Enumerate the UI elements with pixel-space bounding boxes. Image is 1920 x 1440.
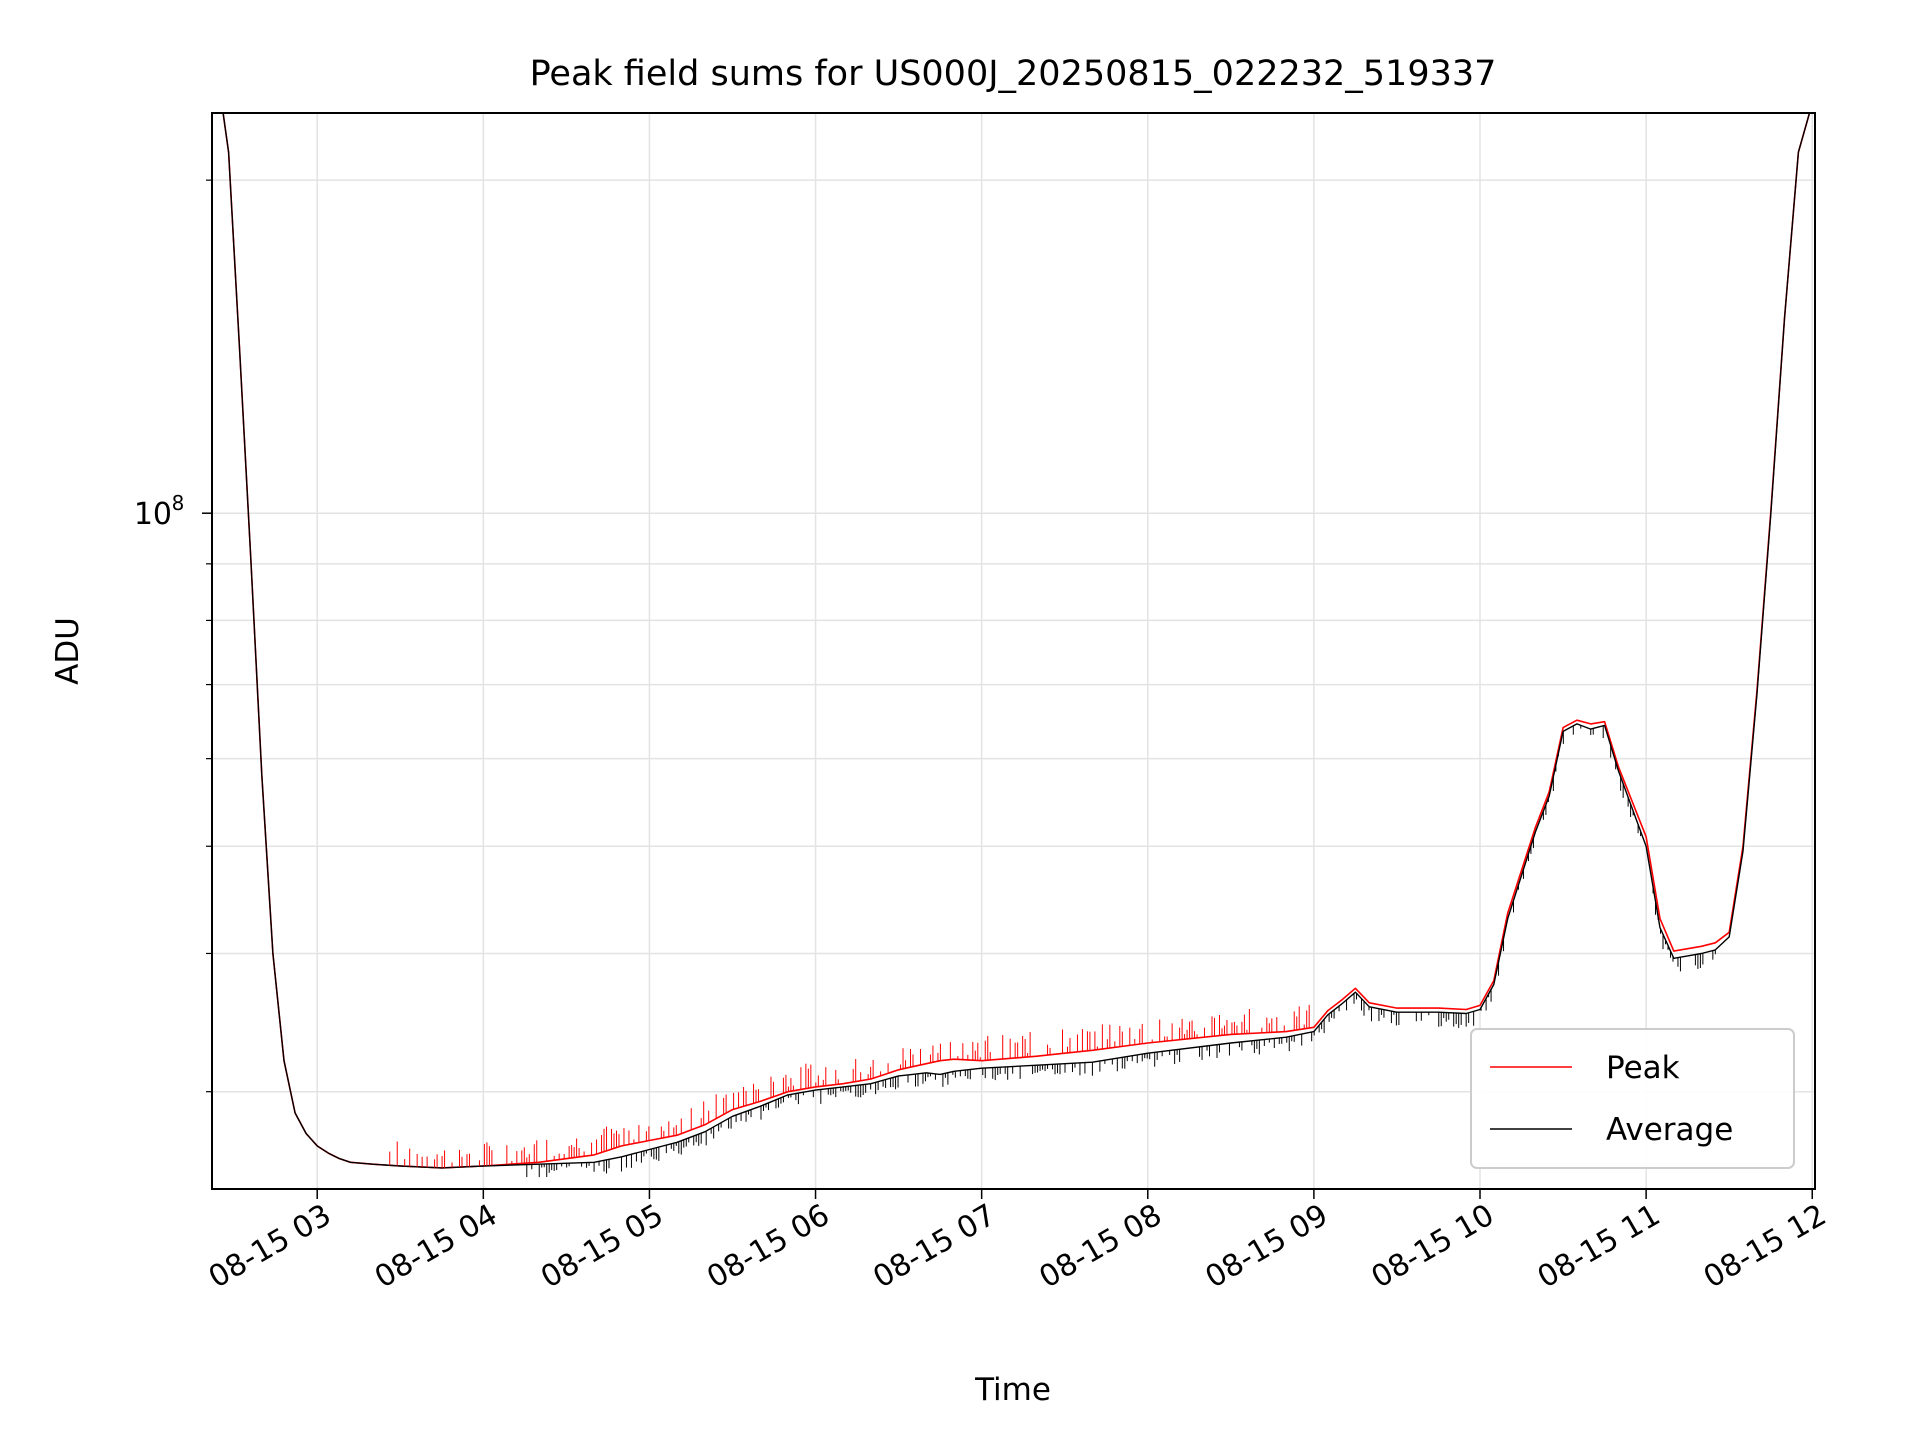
legend-label-average: Average xyxy=(1606,1112,1733,1148)
legend-label-peak: Peak xyxy=(1606,1050,1680,1086)
x-axis-label: Time xyxy=(974,1372,1051,1408)
legend-box xyxy=(1470,1028,1795,1169)
spike-group xyxy=(389,725,1716,1178)
legend: Peak Average xyxy=(1470,1028,1795,1169)
y-axis: 10 8 xyxy=(134,179,212,1093)
series-group xyxy=(217,112,1811,1178)
chart-title: Peak field sums for US000J_20250815_0222… xyxy=(530,54,1497,94)
plot-frame xyxy=(211,112,1816,1190)
y-axis-label: ADU xyxy=(50,617,86,685)
y-tick-label: 10 xyxy=(134,497,172,532)
series-line-average xyxy=(217,112,1811,1169)
y-tick-label-exponent: 8 xyxy=(172,491,185,515)
